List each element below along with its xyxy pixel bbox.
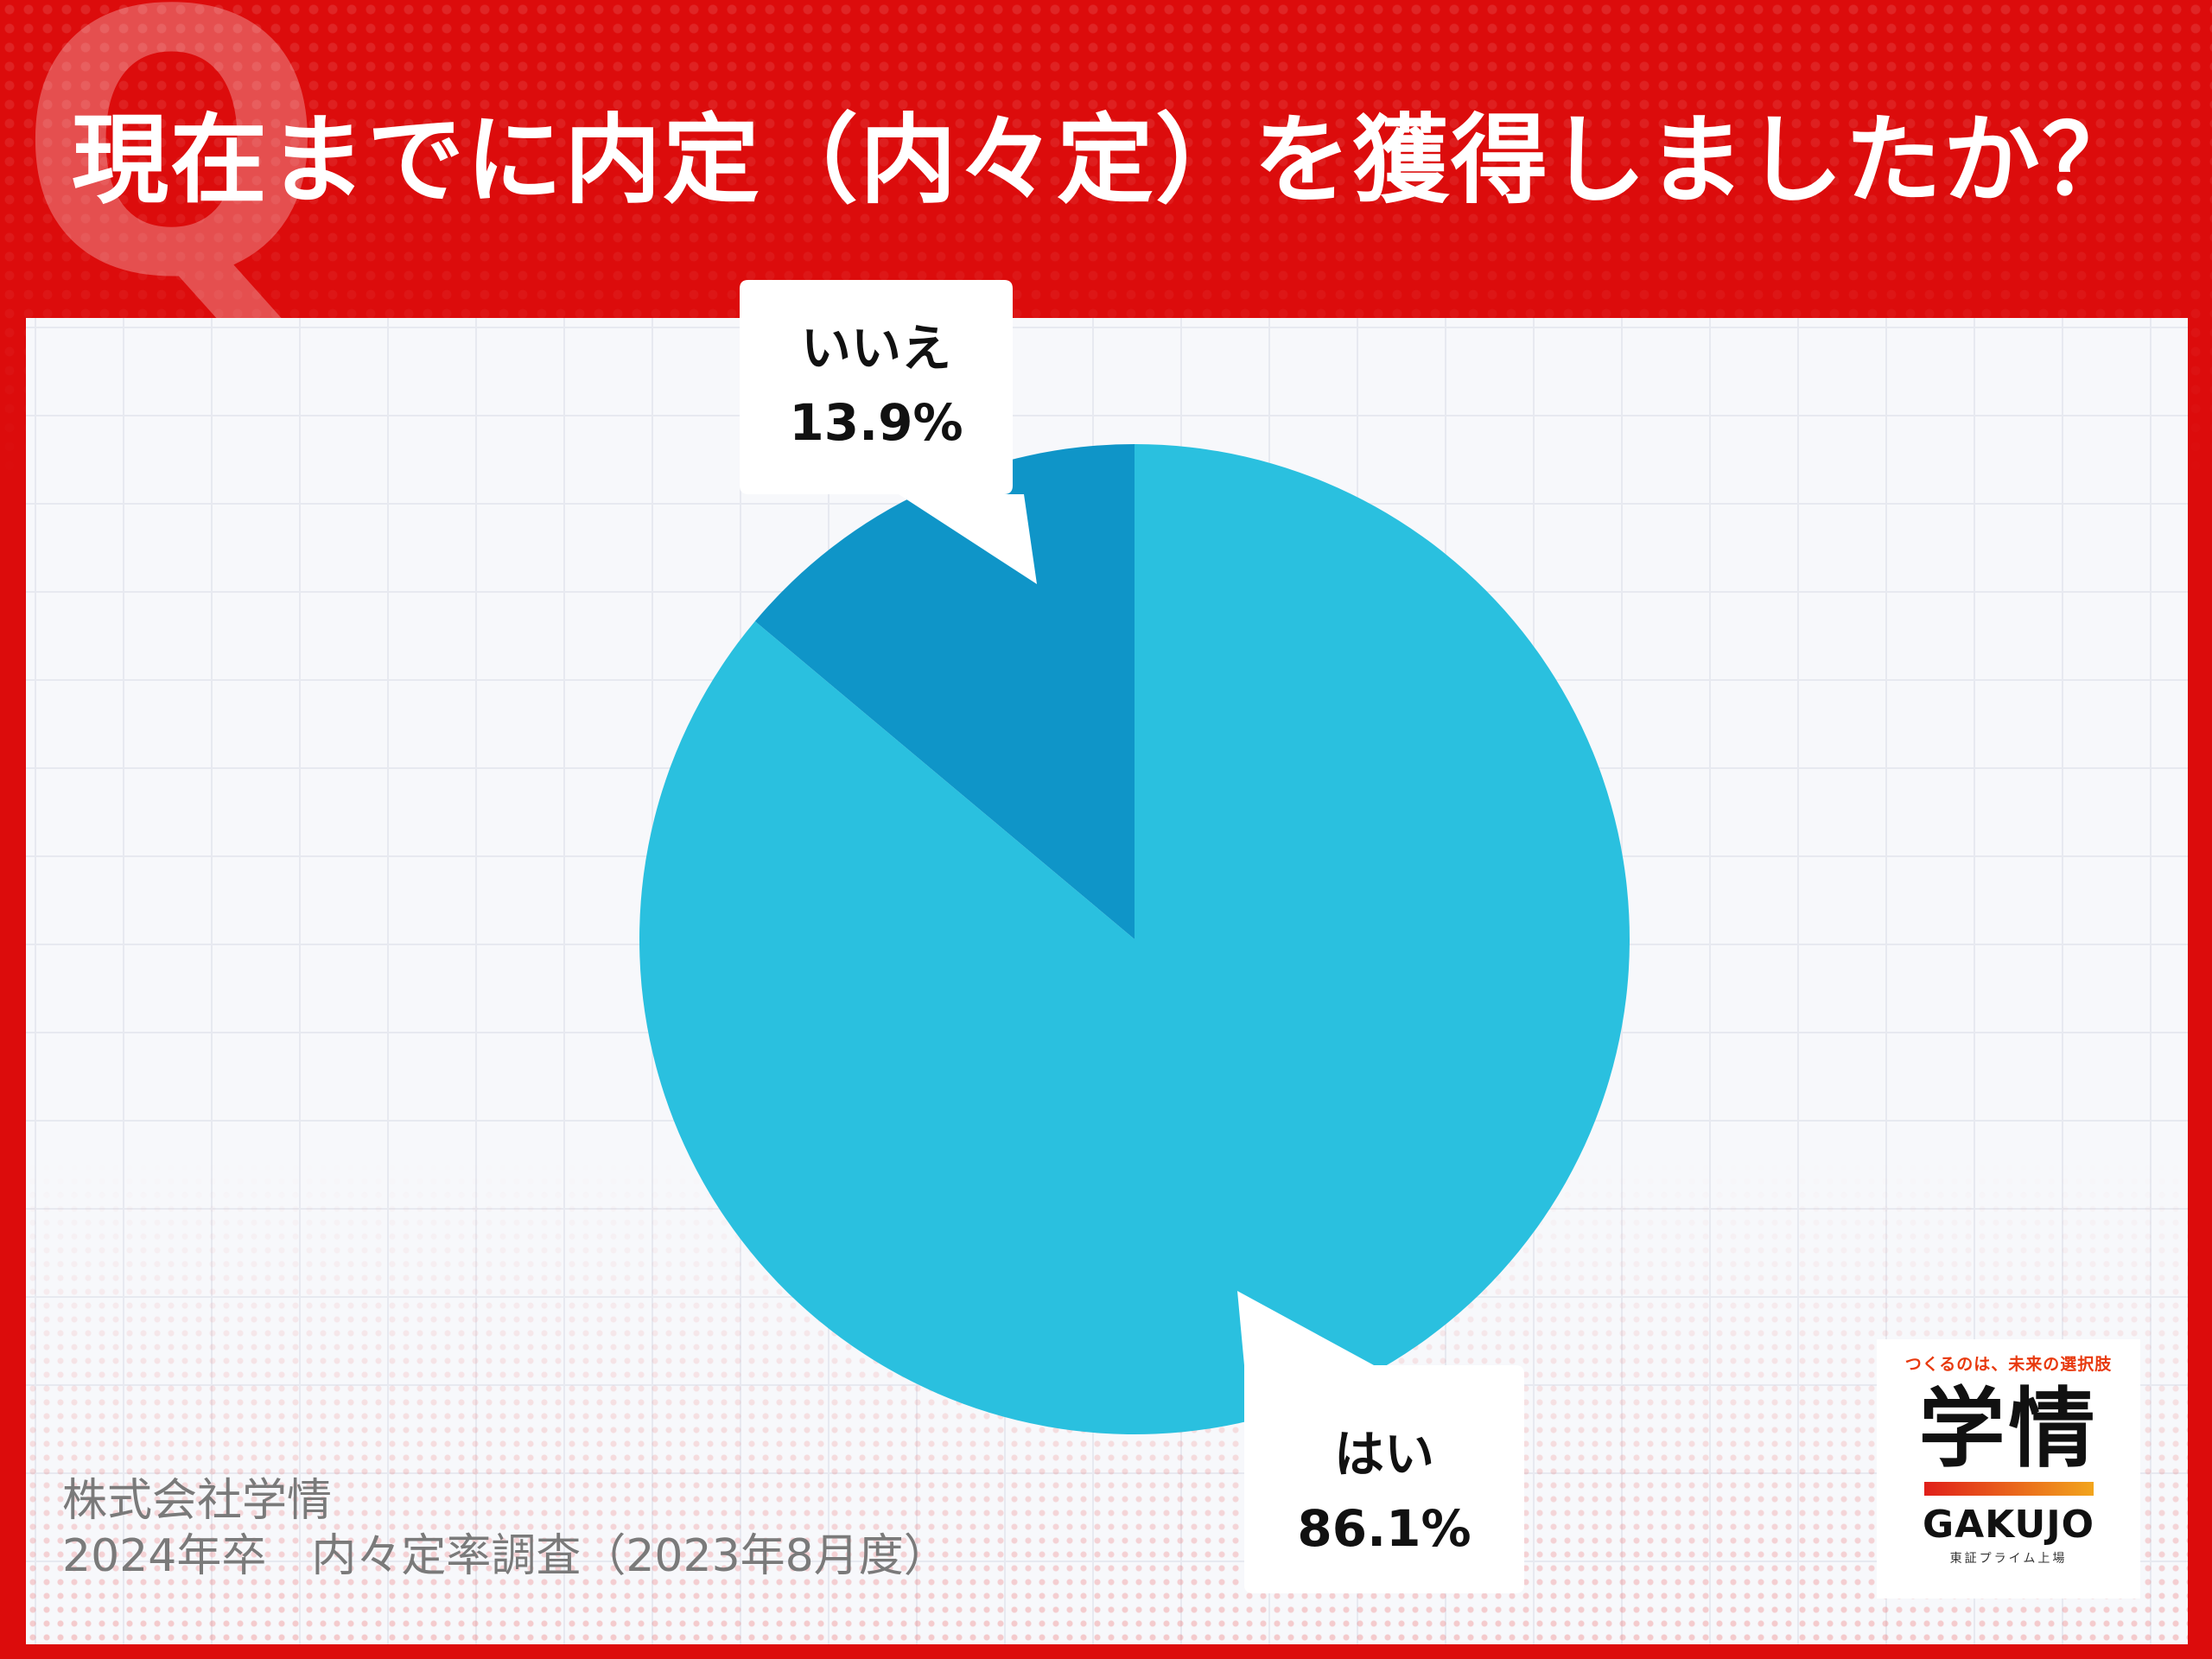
- label-yes-name: はい: [1333, 1425, 1434, 1484]
- source-company: 株式会社学情: [62, 1475, 333, 1527]
- source-credit: 株式会社学情 2024年卒 内々定率調査（2023年8月度）: [62, 1473, 949, 1584]
- label-yes-value: 86.1%: [1297, 1499, 1471, 1558]
- label-no-name: いいえ: [800, 319, 951, 378]
- pie-slices: [639, 444, 1630, 1434]
- label-no-value: 13.9%: [789, 393, 963, 452]
- logo-kanji: 学情: [1918, 1378, 2099, 1479]
- source-survey: 2024年卒 内々定率調査（2023年8月度）: [62, 1530, 949, 1582]
- pie-slice-yes: [639, 444, 1630, 1434]
- q-watermark: Q: [17, 0, 327, 358]
- logo-listing: 東証プライム上場: [1949, 1552, 2068, 1566]
- logo-gradient-bar: [1923, 1482, 2094, 1496]
- label-yes: はい 86.1%: [1244, 1417, 1524, 1566]
- logo-tagline: つくるのは、未来の選択肢: [1904, 1355, 2113, 1374]
- label-no: いいえ 13.9%: [740, 311, 1013, 460]
- callout-bubble-no: [740, 280, 1037, 584]
- logo-english: GAKUJO: [1923, 1503, 2094, 1547]
- pie-slice-no: [754, 444, 1135, 939]
- callout-bubble-yes: [1237, 1291, 1524, 1593]
- gakujo-logo: つくるのは、未来の選択肢 学情 GAKUJO 東証プライム上場: [1877, 1339, 2140, 1599]
- page-title: 現在までに内定（内々定）を獲得しましたか？: [72, 105, 2140, 217]
